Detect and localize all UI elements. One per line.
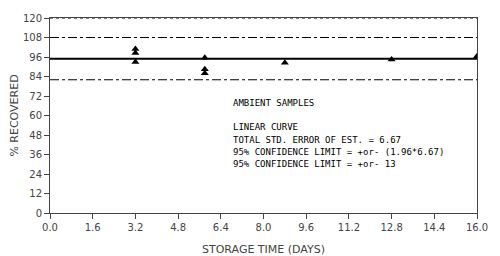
svg-text:% RECOVERED: % RECOVERED [8,74,21,156]
svg-text:8.0: 8.0 [256,222,272,233]
svg-text:12.8: 12.8 [380,222,402,233]
svg-text:95% CONFIDENCE LIMIT = +or- (1: 95% CONFIDENCE LIMIT = +or- (1.96*6.67) [233,147,444,157]
svg-text:12: 12 [29,188,42,199]
svg-text:11.2: 11.2 [338,222,360,233]
svg-text:36: 36 [29,149,42,160]
svg-text:0: 0 [36,208,42,219]
svg-text:84: 84 [29,71,42,82]
svg-text:95% CONFIDENCE LIMIT = +or- 13: 95% CONFIDENCE LIMIT = +or- 13 [233,159,396,169]
svg-text:LINEAR CURVE: LINEAR CURVE [233,122,298,132]
svg-text:96: 96 [29,52,42,63]
svg-text:STORAGE TIME (DAYS): STORAGE TIME (DAYS) [202,243,325,256]
svg-text:4.8: 4.8 [170,222,186,233]
svg-text:16.0: 16.0 [466,222,488,233]
svg-text:TOTAL STD. ERROR OF EST. = 6.6: TOTAL STD. ERROR OF EST. = 6.67 [233,135,401,145]
svg-text:108: 108 [23,32,42,43]
svg-text:48: 48 [29,130,42,141]
svg-text:AMBIENT SAMPLES: AMBIENT SAMPLES [233,98,314,108]
svg-text:72: 72 [29,91,42,102]
svg-text:1.6: 1.6 [85,222,101,233]
svg-text:60: 60 [29,110,42,121]
svg-text:6.4: 6.4 [213,222,229,233]
svg-text:9.6: 9.6 [298,222,314,233]
svg-text:24: 24 [29,169,42,180]
svg-text:14.4: 14.4 [423,222,445,233]
svg-text:120: 120 [23,13,42,24]
svg-text:3.2: 3.2 [127,222,143,233]
svg-text:0.0: 0.0 [42,222,58,233]
